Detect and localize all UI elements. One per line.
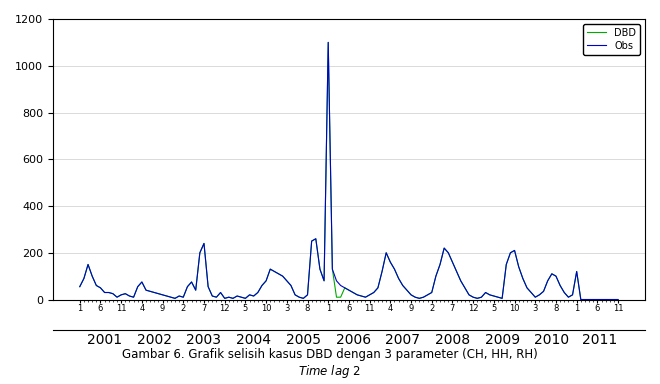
Legend: DBD, Obs: DBD, Obs (583, 24, 640, 55)
Obs (246, 293, 253, 297)
Obs (324, 40, 332, 45)
DBD (614, 297, 622, 302)
DBD (287, 283, 295, 288)
Text: Gambar 6. Grafik selisih kasus DBD dengan 3 parameter (CH, HH, RH)
$\it{Time\ la: Gambar 6. Grafik selisih kasus DBD denga… (122, 348, 538, 380)
DBD (125, 294, 133, 298)
DBD (275, 271, 282, 276)
DBD (353, 293, 361, 297)
Obs (287, 283, 295, 288)
DBD (490, 294, 498, 298)
Obs (125, 294, 133, 298)
DBD (324, 40, 332, 45)
Obs (614, 297, 622, 302)
DBD (76, 285, 84, 289)
Line: Obs: Obs (80, 42, 618, 300)
Obs (353, 293, 361, 297)
Obs (275, 271, 282, 276)
DBD (577, 297, 585, 302)
Obs (577, 297, 585, 302)
Obs (490, 294, 498, 298)
Line: DBD: DBD (80, 42, 618, 300)
Obs (76, 285, 84, 289)
DBD (246, 293, 253, 297)
